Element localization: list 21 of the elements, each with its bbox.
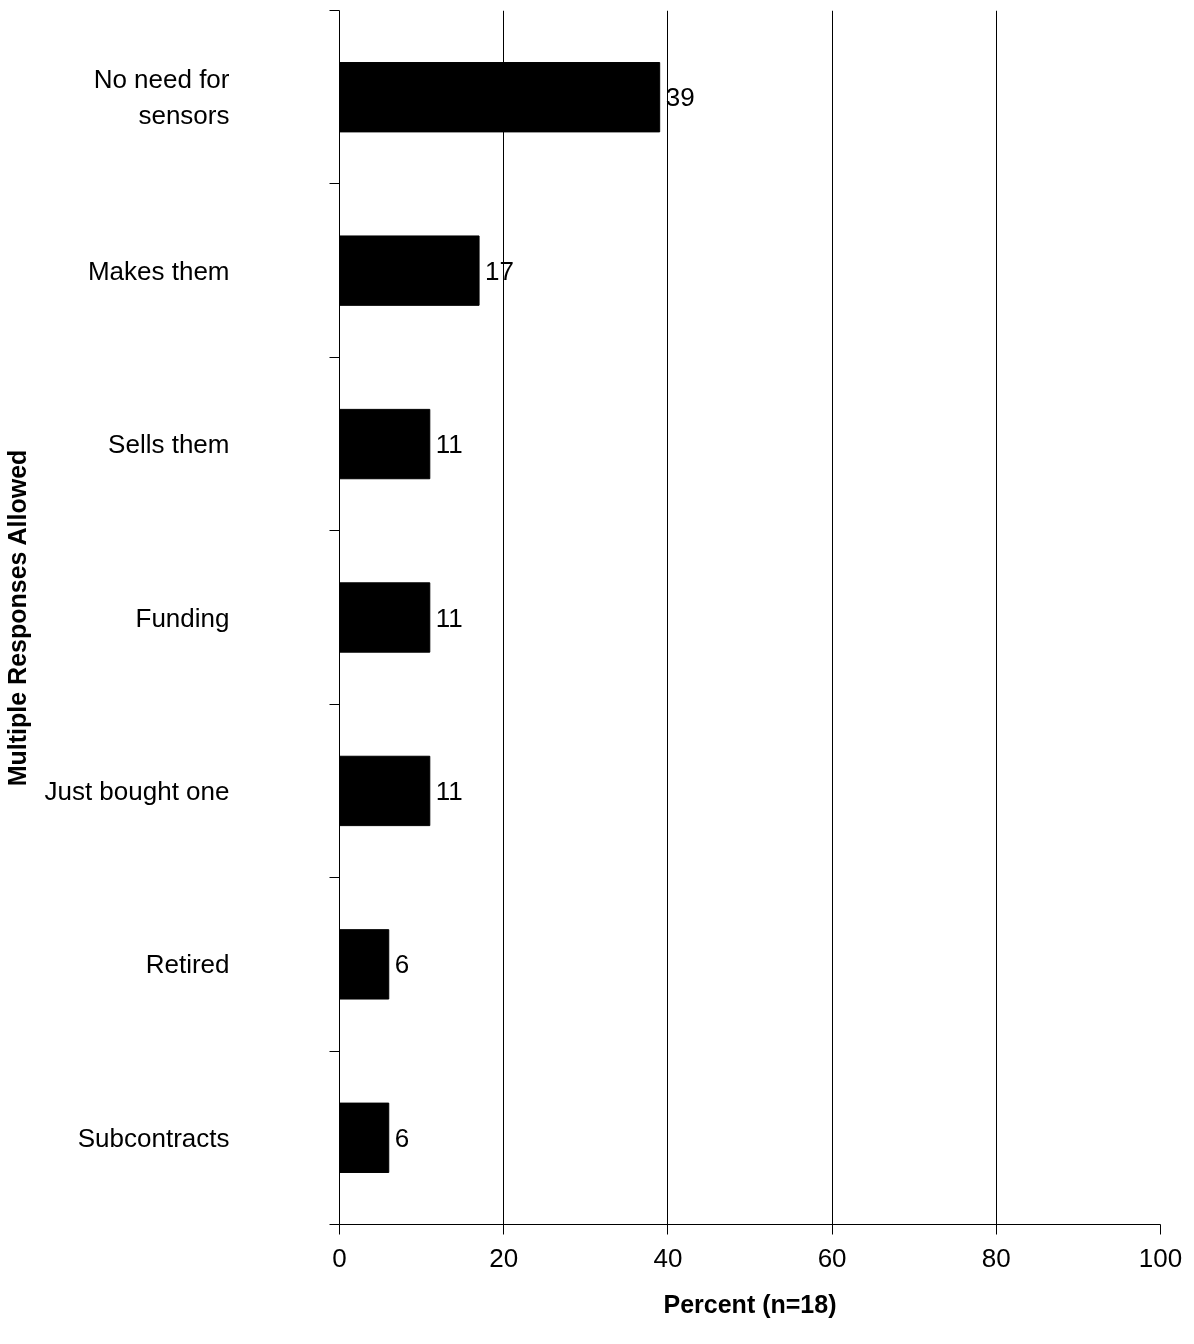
x-tick-label: 40 bbox=[653, 1242, 683, 1273]
y-tick-label: Just bought one bbox=[44, 775, 230, 806]
y-tick-label: Subcontracts bbox=[77, 1122, 230, 1153]
data-label: 11 bbox=[435, 602, 463, 633]
x-tick-label: 60 bbox=[817, 1242, 847, 1273]
y-tick-label: Funding bbox=[135, 602, 230, 633]
y-tick-label: Makes them bbox=[87, 255, 230, 286]
x-tick-label: 20 bbox=[489, 1242, 519, 1273]
data-label: 6 bbox=[394, 1122, 410, 1153]
x-tick-label: 100 bbox=[1138, 1242, 1183, 1273]
y-axis-title: Multiple Responses Allowed bbox=[3, 449, 32, 787]
data-label: 39 bbox=[665, 82, 695, 113]
data-label: 11 bbox=[435, 429, 463, 460]
y-tick-label: Retired bbox=[145, 949, 230, 980]
y-tick-label: Sells them bbox=[108, 429, 230, 460]
data-label: 11 bbox=[435, 775, 463, 806]
data-label: 6 bbox=[394, 949, 410, 980]
x-tick-label: 0 bbox=[332, 1242, 347, 1273]
x-tick-label: 80 bbox=[981, 1242, 1011, 1273]
x-axis-title: Percent (n=18) bbox=[663, 1289, 837, 1318]
y-tick-label: No need for sensors bbox=[93, 64, 230, 131]
